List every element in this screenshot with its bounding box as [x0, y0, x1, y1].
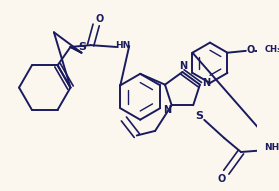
Text: S: S — [196, 111, 204, 121]
Text: NH: NH — [264, 143, 279, 152]
Text: N: N — [179, 61, 187, 70]
Text: S: S — [78, 42, 86, 52]
Text: CH₃: CH₃ — [265, 45, 279, 54]
Text: O: O — [246, 45, 254, 55]
Text: O: O — [96, 15, 104, 24]
Text: O: O — [218, 174, 226, 184]
Text: N: N — [202, 78, 210, 88]
Text: N: N — [163, 105, 171, 115]
Text: HN: HN — [115, 41, 130, 50]
